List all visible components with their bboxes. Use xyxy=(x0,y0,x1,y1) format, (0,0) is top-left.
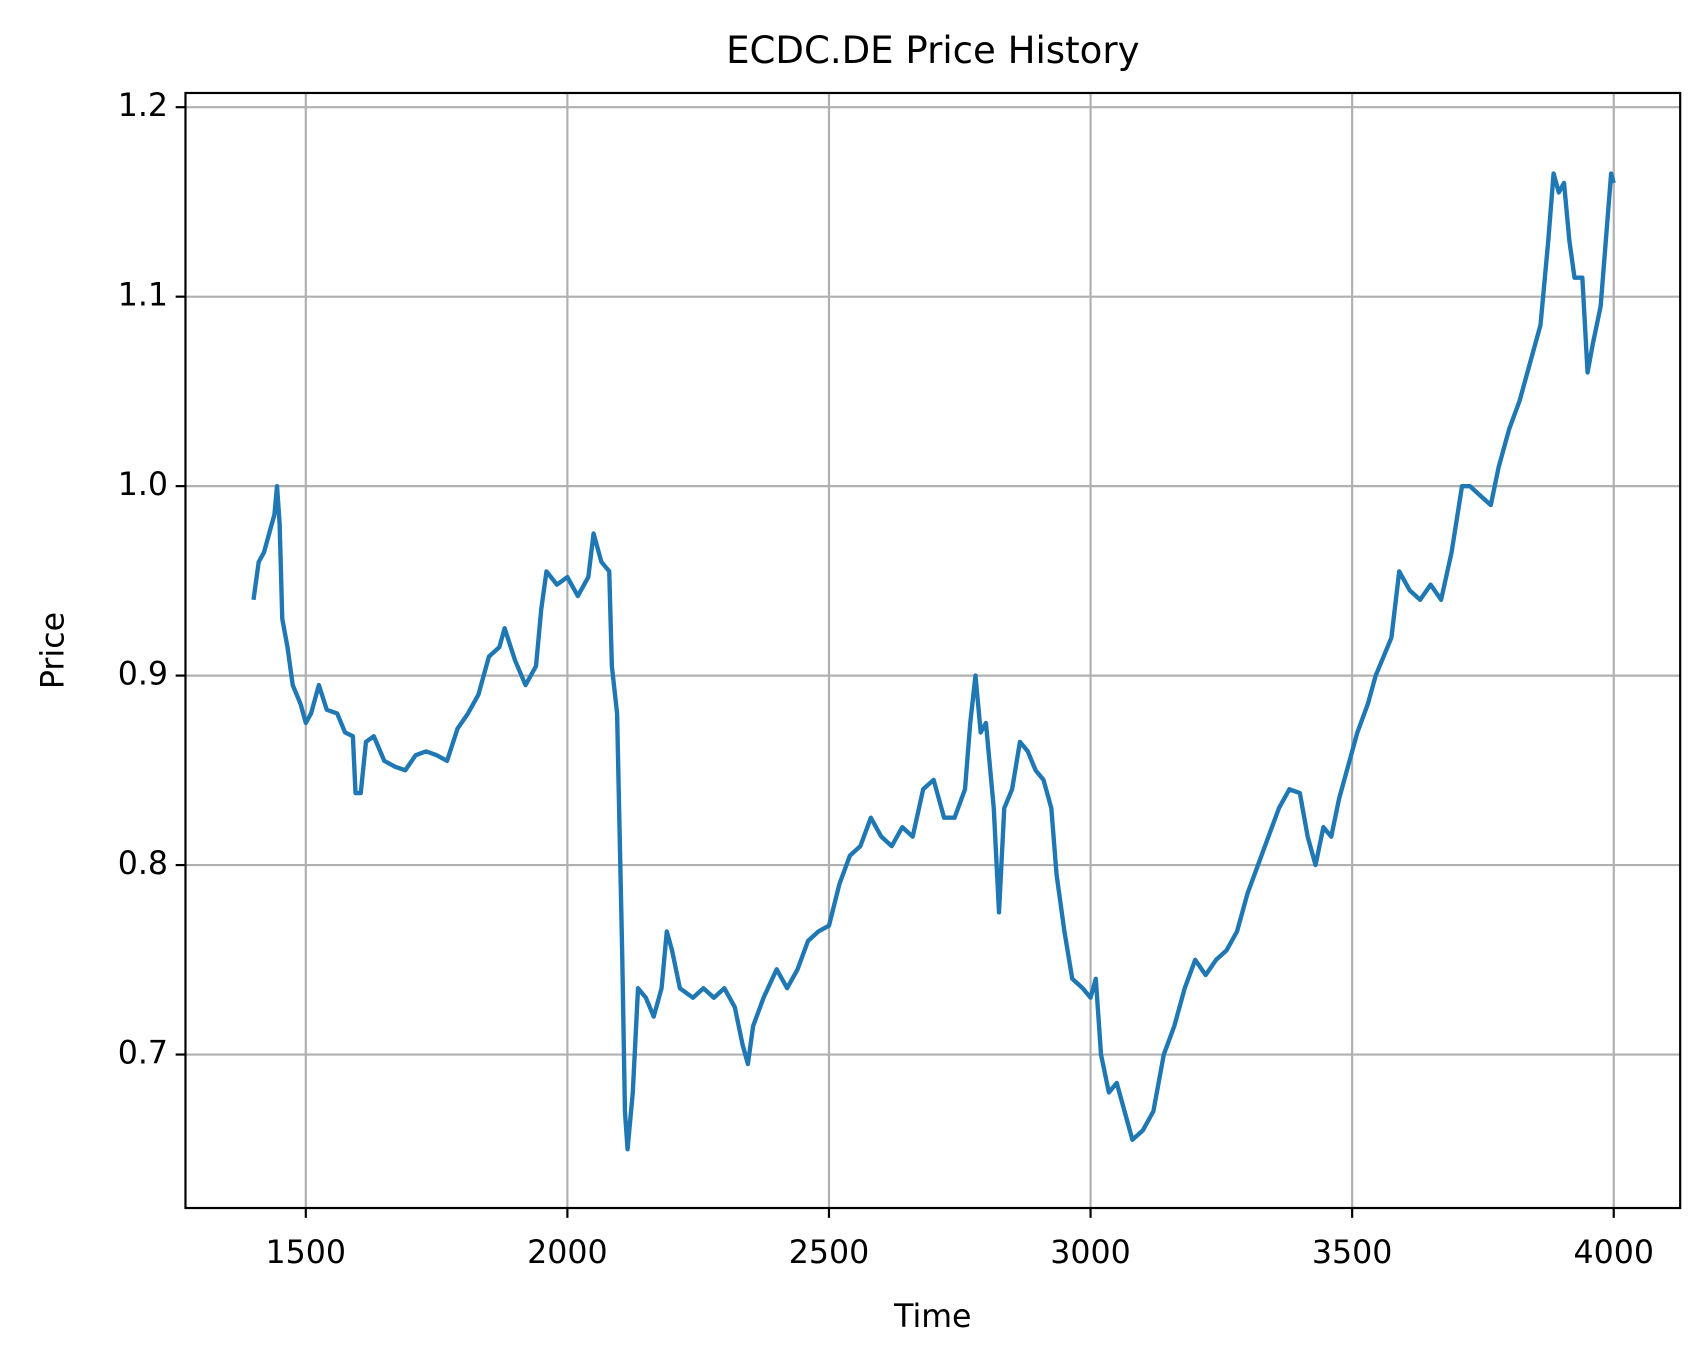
axes-frame xyxy=(184,91,1682,1210)
x-tick-label: 3000 xyxy=(1050,1235,1130,1271)
plot xyxy=(251,171,1616,1152)
y-tick-label: 0.9 xyxy=(118,657,168,693)
y-tick-label: 0.7 xyxy=(118,1036,168,1072)
x-tick-label: 2000 xyxy=(527,1235,607,1271)
y-tick-label: 1.1 xyxy=(118,278,168,314)
x-tick-label: 3500 xyxy=(1312,1235,1392,1271)
chart-title: ECDC.DE Price History xyxy=(726,29,1139,72)
y-axis-label: Price xyxy=(36,612,72,689)
price-line xyxy=(251,171,1616,1152)
y-tick-label: 1.0 xyxy=(118,467,168,503)
y-tick-label: 1.2 xyxy=(118,88,168,124)
x-tick-label: 1500 xyxy=(266,1235,346,1271)
x-tick-label: 4000 xyxy=(1573,1235,1653,1271)
x-axis-label: Time xyxy=(893,1299,971,1335)
y-tick-label: 0.8 xyxy=(118,846,168,882)
grid xyxy=(185,92,1681,1209)
x-tick-label: 2500 xyxy=(789,1235,869,1271)
